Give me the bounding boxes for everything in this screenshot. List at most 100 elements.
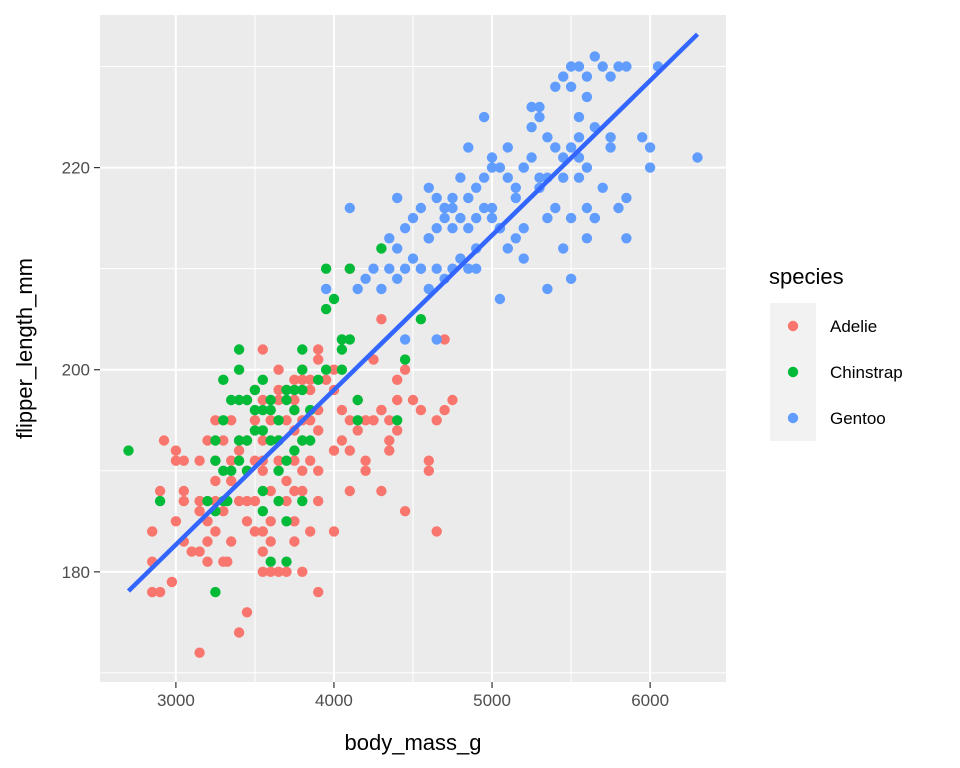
- data-point-adelie: [431, 415, 442, 426]
- data-point-adelie: [392, 394, 403, 406]
- data-point-chinstrap: [265, 435, 276, 446]
- data-point-gentoo: [463, 263, 474, 274]
- data-point-adelie: [439, 404, 450, 416]
- data-point-gentoo: [455, 212, 466, 224]
- data-point-adelie: [265, 415, 276, 426]
- data-point-gentoo: [478, 172, 490, 183]
- data-point-adelie: [415, 404, 427, 416]
- data-point-adelie: [226, 415, 237, 426]
- data-point-gentoo: [399, 223, 411, 234]
- data-point-gentoo: [534, 111, 545, 123]
- data-point-gentoo: [613, 61, 624, 72]
- data-point-gentoo: [431, 263, 442, 274]
- data-point-gentoo: [463, 223, 474, 234]
- data-point-adelie: [305, 455, 316, 466]
- data-point-adelie: [313, 495, 324, 507]
- data-point-adelie: [313, 425, 324, 436]
- data-point-gentoo: [502, 142, 513, 153]
- data-point-chinstrap: [123, 445, 134, 456]
- data-point-chinstrap: [265, 394, 276, 406]
- data-point-chinstrap: [273, 415, 284, 426]
- data-point-adelie: [147, 586, 158, 598]
- data-point-gentoo: [415, 263, 427, 274]
- data-point-adelie: [249, 526, 261, 537]
- data-point-adelie: [170, 455, 182, 466]
- data-point-gentoo: [542, 132, 553, 143]
- data-point-adelie: [439, 334, 450, 345]
- data-point-adelie: [336, 404, 348, 416]
- data-point-gentoo: [486, 152, 498, 163]
- data-point-adelie: [297, 465, 308, 476]
- data-point-gentoo: [526, 122, 537, 133]
- data-point-chinstrap: [297, 495, 308, 507]
- data-point-adelie: [407, 394, 419, 406]
- data-point-adelie: [218, 506, 229, 517]
- data-point-adelie: [158, 435, 170, 446]
- data-point-adelie: [273, 364, 284, 375]
- data-point-chinstrap: [336, 334, 348, 345]
- data-point-gentoo: [423, 233, 434, 244]
- data-point-chinstrap: [218, 465, 229, 476]
- data-point-chinstrap: [241, 435, 253, 446]
- data-point-gentoo: [565, 212, 577, 224]
- x-tick-label: 3000: [157, 691, 195, 710]
- data-point-adelie: [344, 415, 355, 426]
- data-point-gentoo: [581, 71, 593, 82]
- data-point-gentoo: [534, 101, 545, 113]
- data-point-gentoo: [550, 202, 561, 214]
- data-point-chinstrap: [281, 384, 292, 396]
- data-point-gentoo: [486, 202, 498, 214]
- data-point-adelie: [194, 647, 205, 658]
- data-point-chinstrap: [233, 364, 245, 375]
- data-point-chinstrap: [265, 404, 276, 416]
- data-point-chinstrap: [257, 506, 268, 517]
- data-point-gentoo: [447, 192, 458, 204]
- y-tick-label: 200: [62, 361, 90, 380]
- data-point-gentoo: [558, 243, 569, 254]
- data-point-chinstrap: [328, 293, 340, 305]
- data-point-adelie: [360, 465, 371, 476]
- data-point-adelie: [336, 435, 348, 446]
- data-point-gentoo: [534, 172, 545, 183]
- data-point-gentoo: [526, 101, 537, 113]
- data-point-adelie: [392, 374, 403, 385]
- data-point-chinstrap: [210, 435, 221, 446]
- data-point-adelie: [218, 435, 229, 446]
- data-point-gentoo: [384, 263, 395, 274]
- data-point-gentoo: [550, 142, 561, 153]
- data-point-adelie: [273, 394, 284, 406]
- data-point-chinstrap: [392, 415, 403, 426]
- data-point-adelie: [328, 364, 340, 375]
- data-point-gentoo: [399, 263, 411, 274]
- legend: species Adelie Chinstrap Gentoo: [769, 264, 903, 441]
- data-point-gentoo: [621, 233, 632, 244]
- data-point-gentoo: [605, 71, 616, 82]
- data-point-adelie: [399, 364, 411, 375]
- data-point-gentoo: [589, 212, 600, 224]
- data-point-chinstrap: [226, 465, 237, 476]
- x-axis-ticks: 3000 4000 5000 6000: [157, 682, 669, 710]
- data-point-gentoo: [605, 132, 616, 143]
- data-point-adelie: [257, 435, 268, 446]
- data-point-adelie: [352, 425, 363, 436]
- data-point-chinstrap: [297, 364, 308, 375]
- data-point-adelie: [384, 415, 395, 426]
- data-point-gentoo: [581, 233, 593, 244]
- data-point-adelie: [186, 546, 197, 557]
- data-point-gentoo: [344, 202, 355, 214]
- data-point-adelie: [257, 566, 268, 577]
- data-point-adelie: [376, 404, 387, 416]
- data-point-chinstrap: [265, 556, 276, 567]
- data-point-adelie: [289, 374, 300, 385]
- data-point-chinstrap: [210, 455, 221, 466]
- data-point-adelie: [154, 485, 166, 497]
- data-point-chinstrap: [281, 556, 292, 567]
- data-point-gentoo: [368, 263, 379, 274]
- data-point-chinstrap: [297, 384, 308, 396]
- data-point-gentoo: [542, 212, 553, 224]
- data-point-adelie: [154, 586, 166, 598]
- data-point-chinstrap: [233, 435, 245, 446]
- data-point-adelie: [289, 485, 300, 497]
- data-point-adelie: [320, 374, 332, 385]
- data-point-adelie: [281, 495, 292, 507]
